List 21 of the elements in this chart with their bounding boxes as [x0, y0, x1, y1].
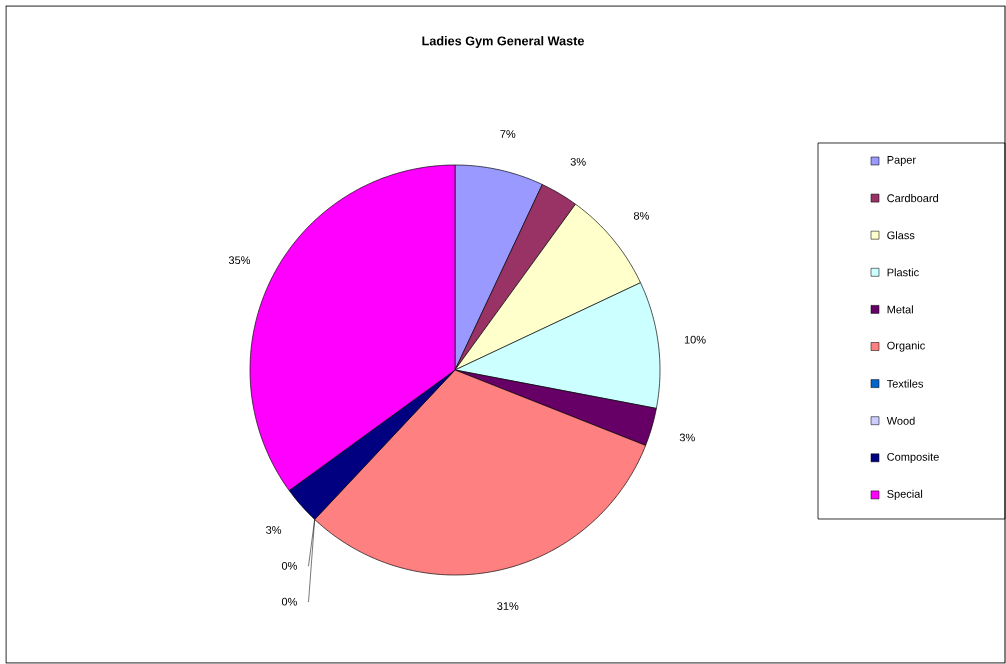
data-label: 3%: [570, 157, 586, 166]
chart-title: Ladies Gym General Waste: [422, 36, 584, 48]
legend-label: Textiles: [886, 379, 924, 388]
data-label: 10%: [684, 335, 706, 344]
data-label: 3%: [266, 526, 282, 534]
legend-label: Cardboard: [887, 194, 938, 203]
legend-label: Composite: [887, 452, 939, 463]
data-label: 35%: [228, 256, 251, 265]
legend-label: Paper: [887, 156, 916, 166]
legend-label: Wood: [886, 416, 915, 425]
legend-label: Organic: [887, 341, 925, 352]
data-label: 8%: [633, 211, 649, 220]
legend-label: Metal: [887, 305, 913, 314]
legend-label: Plastic: [887, 268, 919, 277]
text: 0%: [281, 561, 297, 570]
legend-label: Glass: [887, 231, 915, 240]
data-label: 7%: [500, 130, 516, 138]
text: 0%: [281, 597, 297, 606]
data-label: 3%: [679, 433, 695, 442]
legend-label: Special: [887, 489, 923, 501]
data-label: 31%: [497, 602, 519, 610]
